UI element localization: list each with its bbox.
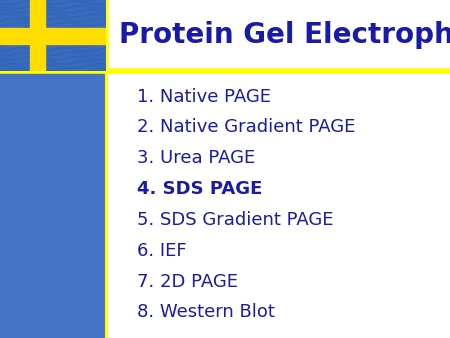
Text: 2. Native Gradient PAGE: 2. Native Gradient PAGE bbox=[137, 118, 356, 137]
Text: 4. SDS PAGE: 4. SDS PAGE bbox=[137, 180, 263, 198]
Text: 8. Western Blot: 8. Western Blot bbox=[137, 304, 275, 321]
Text: 7. 2D PAGE: 7. 2D PAGE bbox=[137, 272, 238, 291]
Text: 5. SDS Gradient PAGE: 5. SDS Gradient PAGE bbox=[137, 211, 334, 229]
Bar bbox=[30, 0, 45, 71]
Text: 3. Urea PAGE: 3. Urea PAGE bbox=[137, 149, 256, 167]
Text: 6. IEF: 6. IEF bbox=[137, 242, 187, 260]
Text: 1. Native PAGE: 1. Native PAGE bbox=[137, 88, 271, 105]
Text: Protein Gel Electrophoresis: Protein Gel Electrophoresis bbox=[119, 22, 450, 49]
Bar bbox=[0, 71, 106, 338]
Bar bbox=[0, 28, 106, 44]
